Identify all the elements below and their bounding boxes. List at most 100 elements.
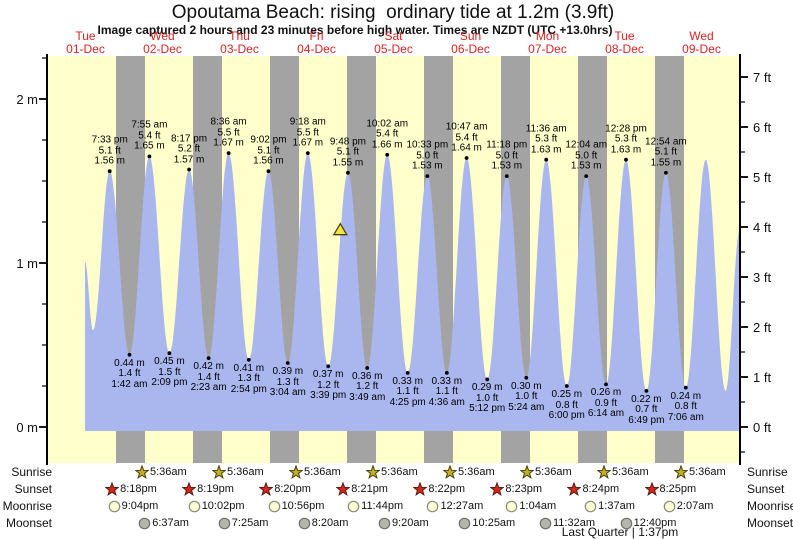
sunrise-star-icon [288, 465, 303, 479]
sunset-time: 8:21pm [351, 483, 388, 495]
tide-extreme-dot [425, 174, 430, 179]
sunrise-event: 5:36am [288, 465, 341, 479]
moonset-time: 11:32am [553, 517, 595, 529]
sunrise-time: 5:36am [534, 466, 572, 478]
high-tide-label: 12:54 am 5.1 ft 1.55 m [645, 136, 687, 169]
moonrise-circle-icon [506, 500, 518, 512]
sunset-event: 8:21pm [336, 482, 388, 496]
high-tide-label: 11:18 pm 5.0 ft 1.53 m [486, 139, 528, 172]
moonset-event: 7:25am [218, 516, 268, 530]
y-axis-right-label: 3 ft [753, 270, 772, 285]
sunrise-star-icon [211, 465, 226, 479]
low-tide-label: 0.33 m 1.1 ft 4:25 pm [389, 375, 426, 408]
moonrise-time: 1:04am [519, 500, 557, 512]
tide-extreme-dot [504, 174, 509, 179]
sunrise-time: 5:36am [688, 466, 726, 478]
moonset-event: 9:20am [378, 516, 429, 530]
moonset-time: 9:20am [391, 517, 429, 529]
moonset-time: 12:40pm [633, 517, 677, 529]
tide-extreme-dot [107, 169, 112, 174]
sunrise-star-icon [519, 465, 534, 479]
astro-row-label-right-moonset: Moonset [747, 516, 793, 530]
tide-extreme-dot [266, 169, 271, 174]
sunset-time: 8:23pm [505, 483, 543, 495]
tide-extreme-dot [226, 151, 231, 156]
moonrise-time: 9:04pm [121, 500, 159, 512]
low-tide-label: 0.42 m 1.4 ft 2:23 am [190, 361, 227, 394]
sunset-event: 8:22pm [413, 482, 465, 496]
moonrise-event: 11:44pm [347, 499, 403, 513]
high-tide-label: 8:17 pm 5.2 ft 1.57 m [170, 133, 208, 166]
moonrise-circle-icon [584, 500, 597, 512]
moonrise-event: 1:04am [505, 499, 556, 513]
sunrise-star-icon [442, 465, 457, 479]
sunrise-time: 5:36am [380, 466, 418, 478]
y-axis-left-label: 1 m [16, 256, 38, 271]
sunset-event: 8:19pm [182, 482, 234, 496]
tide-extreme-dot [187, 167, 192, 172]
moonset-circle-icon [138, 517, 151, 529]
tide-extreme-dot [167, 351, 172, 356]
tide-extreme-dot [365, 366, 370, 370]
low-tide-label: 0.39 m 1.3 ft 3:04 am [269, 366, 306, 399]
tide-extreme-dot [147, 154, 152, 159]
moonset-circle-icon [298, 517, 311, 529]
moonset-time: 6:37am [152, 517, 189, 529]
tide-extreme-dot [206, 356, 211, 360]
sunrise-star-icon [365, 465, 380, 479]
y-axis-right-label: 5 ft [753, 170, 772, 185]
low-tide-label: 0.37 m 1.2 ft 3:39 pm [310, 369, 347, 402]
tide-extreme-dot [285, 361, 290, 365]
moonset-time: 8:20am [311, 517, 349, 529]
high-tide-label: 9:02 pm 5.1 ft 1.56 m [250, 134, 287, 167]
low-tide-label: 0.26 m 0.9 ft 6:14 am [587, 387, 625, 420]
page-title: Opoutama Beach: rising ordinary tide at … [171, 2, 615, 23]
tide-extreme-dot [664, 170, 668, 175]
sunset-event: 8:25pm [644, 482, 697, 496]
sunset-time: 8:19pm [197, 483, 234, 495]
moonset-time: 10:25am [472, 517, 516, 529]
tide-extreme-dot [346, 170, 350, 175]
sunrise-time: 5:36am [226, 466, 264, 478]
y-axis-right-label: 4 ft [753, 220, 772, 235]
moonrise-time: 2:07am [676, 500, 714, 512]
low-tide-label: 0.45 m 1.5 ft 2:09 pm [151, 356, 188, 389]
high-tide-label: 10:02 am 5.4 ft 1.66 m [366, 118, 409, 151]
moonset-circle-icon [539, 517, 552, 529]
tide-extreme-dot [485, 377, 490, 382]
moonset-circle-icon [459, 517, 471, 529]
low-tide-label: 0.36 m 1.2 ft 3:49 am [349, 370, 386, 403]
x-axis-day-label: Thu 03-Dec [220, 29, 259, 56]
tide-extreme-dot [683, 385, 688, 390]
moonset-event: 10:25am [458, 516, 515, 530]
moonrise-circle-icon [347, 500, 360, 512]
sunrise-star-icon [134, 465, 149, 479]
sunset-star-icon [182, 482, 197, 496]
moonrise-time: 10:56pm [281, 500, 325, 512]
high-tide-label: 7:55 am 5.4 ft 1.65 m [131, 119, 168, 152]
moonrise-time: 10:02pm [201, 500, 245, 512]
sunset-time: 8:25pm [659, 483, 697, 495]
moonset-event: 12:40pm [620, 516, 677, 530]
sunset-star-icon [413, 482, 428, 496]
tide-extreme-dot [644, 389, 649, 393]
tide-extreme-dot [624, 157, 628, 162]
sunset-star-icon [259, 482, 274, 496]
sunrise-event: 5:36am [442, 465, 495, 479]
x-axis-day-label: Mon 07-Dec [528, 29, 567, 56]
low-tide-label: 0.30 m 1.0 ft 5:24 am [508, 380, 545, 413]
moonrise-event: 2:07am [663, 499, 714, 513]
moonrise-circle-icon [427, 500, 439, 512]
moonset-event: 11:32am [539, 516, 595, 530]
sunrise-star-icon [596, 465, 611, 479]
low-tide-label: 0.22 m 0.7 ft 6:49 pm [628, 393, 665, 426]
low-tide-label: 0.33 m 1.1 ft 4:36 am [428, 375, 465, 408]
sunrise-star-icon [673, 465, 688, 479]
moonset-circle-icon [378, 517, 391, 529]
moonrise-event: 12:27am [426, 499, 483, 513]
high-tide-label: 12:28 pm 5.3 ft 1.63 m [605, 123, 647, 156]
tide-extreme-dot [604, 382, 608, 387]
tide-extreme-dot [385, 152, 390, 157]
